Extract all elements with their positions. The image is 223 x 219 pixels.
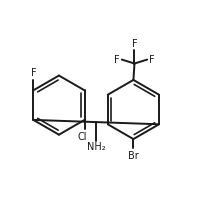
- Text: F: F: [132, 39, 137, 49]
- Text: F: F: [114, 55, 120, 65]
- Text: F: F: [31, 68, 36, 78]
- Text: Br: Br: [128, 151, 139, 161]
- Text: NH₂: NH₂: [87, 143, 105, 152]
- Text: Cl: Cl: [78, 132, 87, 142]
- Text: F: F: [149, 55, 155, 65]
